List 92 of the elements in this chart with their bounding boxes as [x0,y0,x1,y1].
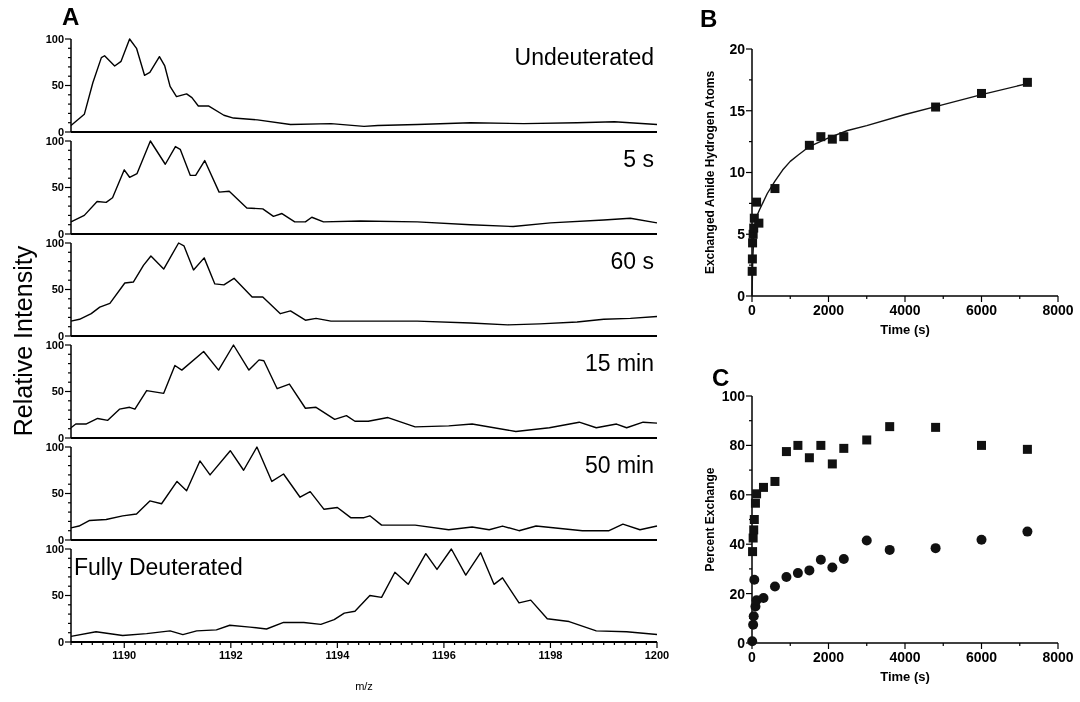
point [804,565,815,576]
point [931,422,941,432]
chart-title: 50 min [584,452,654,478]
x-tick-label: 0 [748,302,757,319]
x-tick-label: 2000 [812,302,845,319]
point [749,574,760,585]
point [781,572,792,583]
y-tick-label: 5 [737,226,746,243]
x-tick-label: 1190 [112,648,137,661]
chart-title: 60 s [610,248,654,274]
y-tick-label: 50 [51,181,64,194]
y-tick-label: 0 [57,533,64,546]
point [839,443,849,453]
x-tick-label: 4000 [889,649,921,666]
point [769,581,780,592]
point [758,482,768,492]
point [885,422,895,432]
point [827,459,837,469]
x-tick-label: 1194 [325,648,351,661]
text: A [62,3,80,30]
y-tick-label: 50 [51,589,64,602]
point [862,435,872,445]
point [752,197,762,207]
x-axis-title: Time (s) [880,669,930,684]
x-tick-label: 1192 [218,648,243,661]
x-tick-label: 1198 [538,648,563,661]
y-tick-label: 15 [729,102,746,119]
point [781,447,791,457]
y-axis-title: Relative Intensity [9,245,37,437]
y-tick-label: 10 [729,164,746,181]
point [1022,77,1032,87]
point [750,498,760,508]
x-tick-label: 2000 [812,649,845,666]
x-tick-label: 6000 [965,649,998,666]
y-tick-label: 50 [51,79,64,92]
y-tick-label: 0 [57,329,64,342]
y-tick-label: 50 [51,385,64,398]
point [861,535,872,546]
point [749,525,759,535]
point [748,611,759,622]
x-axis-title: Time (s) [880,322,930,337]
point [752,489,762,499]
y-tick-label: 0 [737,287,746,304]
chart-title: 5 s [623,146,654,172]
point [804,453,814,463]
y-tick-label: 40 [729,536,746,553]
point [816,132,826,142]
point [839,132,849,142]
point [793,440,803,450]
point [884,544,895,555]
x-tick-label: 6000 [965,302,998,319]
y-tick-label: 50 [51,283,64,296]
point [827,562,838,573]
y-tick-label: 0 [57,125,64,138]
x-tick-label: 8000 [1042,302,1074,319]
chart-title: Fully Deuterated [74,554,243,580]
chart-title: Undeuterated [514,44,654,70]
point [758,593,769,604]
x-tick-label: 1200 [644,648,670,661]
y-tick-label: 100 [45,32,64,45]
text: B [700,5,718,32]
y-tick-label: 0 [57,431,64,444]
y-tick-label: 20 [729,585,746,602]
y-tick-label: 20 [729,40,746,57]
point [930,543,941,554]
x-tick-label: 0 [748,649,757,666]
point [816,440,826,450]
point [748,547,758,557]
point [749,515,759,524]
chart-title: 15 min [584,350,654,376]
point [838,554,849,565]
y-tick-label: 80 [729,437,746,454]
y-tick-label: 50 [51,487,64,500]
point [1022,526,1033,537]
x-tick-label: 8000 [1042,649,1074,666]
point [1022,444,1032,454]
y-tick-label: 0 [57,635,64,648]
y-tick-label: 60 [729,486,746,503]
point [977,440,986,450]
x-axis-title: m/z [355,680,373,692]
y-axis-title: Percent Exchange [703,467,717,572]
x-tick-label: 1196 [431,648,456,661]
point [792,568,803,579]
y-axis-title: Exchanged Amide Hydrogen Atoms [703,70,717,275]
point [815,554,826,565]
line-series [70,548,658,638]
point [748,533,758,543]
point [748,619,759,630]
point [770,476,780,486]
x-tick-label: 4000 [889,302,921,319]
point [976,534,987,545]
y-tick-label: 0 [57,227,64,240]
